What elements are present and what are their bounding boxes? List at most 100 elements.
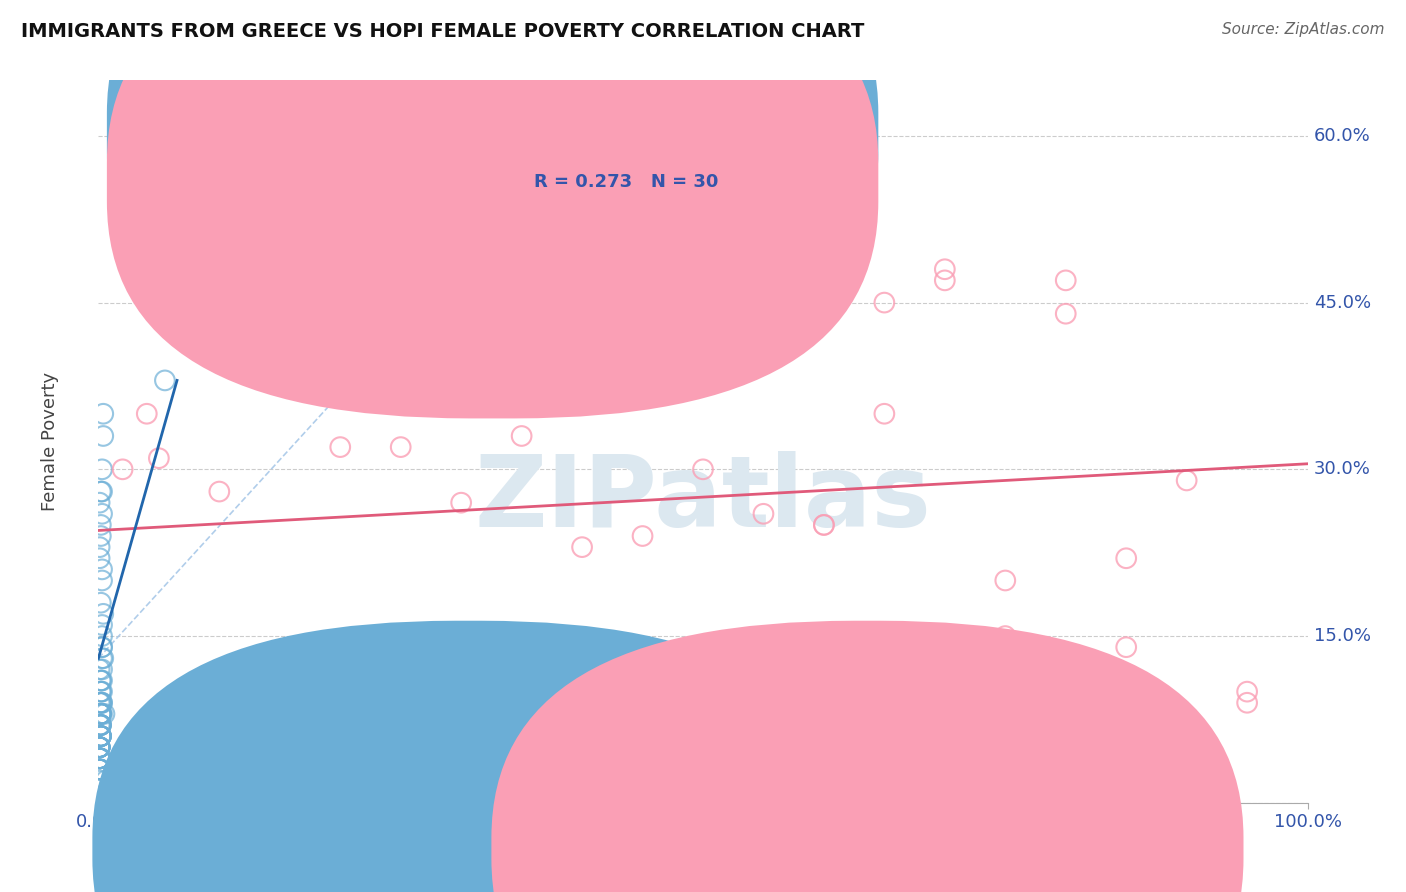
Point <box>89 751 111 765</box>
Text: Hopi: Hopi <box>890 841 928 859</box>
Point <box>1115 551 1137 566</box>
Text: Source: ZipAtlas.com: Source: ZipAtlas.com <box>1222 22 1385 37</box>
Point <box>90 751 112 765</box>
Point <box>90 517 112 532</box>
Point <box>208 484 231 499</box>
Point <box>93 706 115 721</box>
Point <box>135 407 157 421</box>
Point <box>90 718 112 732</box>
Point <box>89 751 111 765</box>
Point <box>91 640 114 655</box>
Point <box>89 551 111 566</box>
Point <box>90 696 112 710</box>
Point <box>1054 307 1077 321</box>
Point <box>91 696 114 710</box>
Point <box>329 440 352 454</box>
Point <box>1115 640 1137 655</box>
Point <box>90 718 112 732</box>
Point <box>245 218 267 232</box>
Point <box>450 496 472 510</box>
Point <box>91 684 114 698</box>
Point <box>89 740 111 755</box>
FancyBboxPatch shape <box>107 0 879 369</box>
Point <box>90 684 112 698</box>
Point <box>89 751 111 765</box>
Point <box>91 706 114 721</box>
Point <box>90 529 112 543</box>
Point <box>90 696 112 710</box>
Point <box>90 706 112 721</box>
FancyBboxPatch shape <box>107 0 879 418</box>
Point <box>89 751 111 765</box>
Point <box>89 740 111 755</box>
Text: ZIPatlas: ZIPatlas <box>475 450 931 548</box>
Point <box>89 718 111 732</box>
Text: 30.0%: 30.0% <box>1313 460 1371 478</box>
Point <box>90 718 112 732</box>
Point <box>994 629 1017 643</box>
Point <box>89 740 111 755</box>
Point <box>89 740 111 755</box>
Text: Female Poverty: Female Poverty <box>41 372 59 511</box>
Point <box>934 262 956 277</box>
Point <box>148 451 170 466</box>
Point <box>631 373 654 387</box>
Point <box>90 763 112 777</box>
Point <box>89 773 111 788</box>
Point <box>90 684 112 698</box>
Point <box>90 729 112 743</box>
Text: 15.0%: 15.0% <box>1313 627 1371 645</box>
Point <box>752 351 775 366</box>
Point <box>89 763 111 777</box>
Point <box>89 763 111 777</box>
Point <box>873 407 896 421</box>
Point <box>91 662 114 676</box>
Point <box>631 529 654 543</box>
Point <box>91 429 114 443</box>
Point <box>89 696 111 710</box>
Point <box>89 662 111 676</box>
Point <box>813 517 835 532</box>
Point <box>934 273 956 287</box>
Point <box>873 295 896 310</box>
Point <box>91 607 114 621</box>
Point <box>89 496 111 510</box>
Point <box>89 751 111 765</box>
Point <box>90 729 112 743</box>
Point <box>89 763 111 777</box>
Point <box>90 706 112 721</box>
Point <box>91 651 114 665</box>
Point <box>1236 696 1258 710</box>
Point <box>89 740 111 755</box>
Point <box>1236 684 1258 698</box>
Point <box>91 562 114 576</box>
Point <box>91 696 114 710</box>
Point <box>90 484 112 499</box>
Point <box>91 462 114 476</box>
Point <box>89 740 111 755</box>
Text: Immigrants from Greece: Immigrants from Greece <box>492 841 695 859</box>
Point <box>90 706 112 721</box>
Text: IMMIGRANTS FROM GREECE VS HOPI FEMALE POVERTY CORRELATION CHART: IMMIGRANTS FROM GREECE VS HOPI FEMALE PO… <box>21 22 865 41</box>
Point <box>153 373 176 387</box>
Point <box>571 540 593 554</box>
Point <box>89 763 111 777</box>
Text: 60.0%: 60.0% <box>1313 127 1371 145</box>
Point <box>89 751 111 765</box>
Point <box>90 729 112 743</box>
Point <box>91 484 114 499</box>
Point <box>90 596 112 610</box>
Point <box>90 729 112 743</box>
FancyBboxPatch shape <box>93 621 845 892</box>
Point <box>90 718 112 732</box>
Point <box>389 440 412 454</box>
Point <box>1054 273 1077 287</box>
Point <box>89 763 111 777</box>
Point <box>89 751 111 765</box>
Point <box>90 729 112 743</box>
Point <box>90 706 112 721</box>
Point <box>90 718 112 732</box>
Text: R = 0.505   N = 83: R = 0.505 N = 83 <box>534 124 718 142</box>
Point <box>752 507 775 521</box>
Point <box>89 763 111 777</box>
